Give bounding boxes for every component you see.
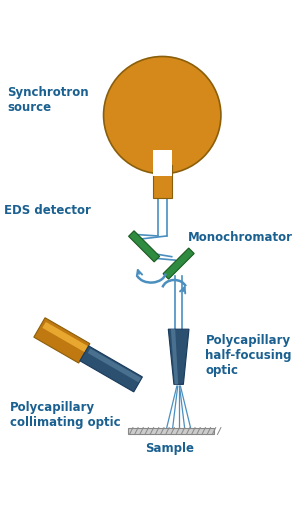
- Polygon shape: [34, 318, 90, 363]
- Text: EDS detector: EDS detector: [4, 204, 91, 217]
- Text: Synchrotron
source: Synchrotron source: [7, 86, 88, 114]
- Text: Sample: Sample: [146, 442, 194, 455]
- Polygon shape: [80, 346, 142, 392]
- Polygon shape: [171, 329, 178, 384]
- Bar: [153, 165, 172, 198]
- Polygon shape: [88, 349, 141, 382]
- Polygon shape: [129, 231, 160, 262]
- Text: Polycapillary
half-focusing
optic: Polycapillary half-focusing optic: [206, 334, 292, 376]
- Polygon shape: [163, 248, 194, 279]
- Circle shape: [103, 56, 221, 174]
- Bar: [128, 428, 214, 434]
- Polygon shape: [168, 329, 189, 384]
- Text: Polycapillary
collimating optic: Polycapillary collimating optic: [11, 401, 121, 430]
- Bar: [153, 150, 172, 175]
- Text: Monochromator: Monochromator: [188, 231, 293, 244]
- Polygon shape: [42, 322, 88, 352]
